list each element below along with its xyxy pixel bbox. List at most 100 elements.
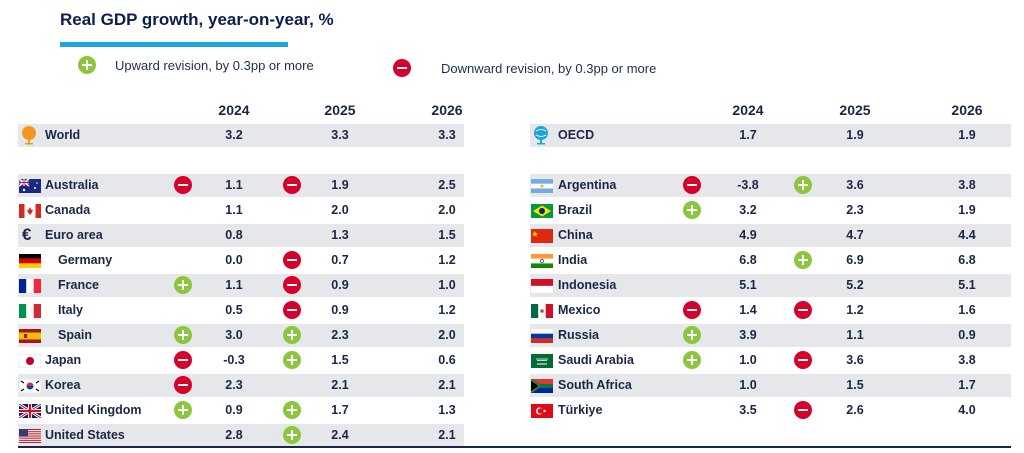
- flag-china-icon: [531, 229, 553, 243]
- upward-revision-2024-icon: [683, 351, 701, 369]
- downward-revision-2025-icon: [283, 301, 301, 319]
- value-2024: 1.1: [225, 278, 243, 292]
- value-2025: 2.3: [846, 203, 864, 217]
- country-name: Türkiye: [558, 403, 603, 417]
- value-2026: 1.3: [438, 403, 456, 417]
- country-name: Mexico: [558, 303, 601, 317]
- value-2026: 6.8: [958, 253, 976, 267]
- flag-russia-icon: [531, 329, 553, 343]
- flag-t-rkiye-icon: [531, 404, 553, 418]
- value-2024: -3.8: [737, 178, 759, 192]
- flag-australia-icon: [19, 179, 41, 193]
- value-2024: 1.7: [739, 128, 757, 142]
- country-name: Canada: [45, 203, 91, 217]
- value-2026: 3.8: [958, 353, 976, 367]
- flag-south-africa-icon: [531, 379, 553, 393]
- downward-revision-2025-icon: [283, 251, 301, 269]
- value-2026: 1.9: [958, 203, 976, 217]
- euro-icon: €: [22, 225, 32, 244]
- table-row-spain: Spain 3.0 2.3 2.0: [18, 324, 464, 347]
- flag-argentina-icon: [531, 179, 553, 193]
- country-name: Australia: [45, 178, 99, 192]
- table-row-brazil: Brazil 3.2 2.3 1.9: [530, 199, 1011, 222]
- flag-italy-icon: [19, 304, 41, 318]
- value-2024: 3.2: [225, 128, 243, 142]
- value-2024: 2.8: [225, 428, 243, 442]
- table-row-australia: Australia 1.1 1.9 2.5: [18, 174, 464, 197]
- table-row-oecd: OECD 1.7 1.9 1.9: [530, 124, 1011, 147]
- value-2024: -0.3: [223, 353, 245, 367]
- country-name: Japan: [45, 353, 82, 367]
- value-2026: 3.3: [438, 128, 456, 142]
- value-2025: 3.6: [846, 178, 864, 192]
- value-2026: 1.2: [438, 253, 456, 267]
- flag-united-states-icon: [19, 429, 41, 443]
- country-name: India: [558, 253, 588, 267]
- legend-upward: Upward revision, by 0.3pp or more: [78, 56, 314, 74]
- value-2024: 3.2: [739, 203, 757, 217]
- year-header-right-2024: 2024: [732, 102, 764, 118]
- flag-spain-icon: [19, 329, 41, 343]
- value-2025: 1.9: [846, 128, 864, 142]
- upward-revision-2024-icon: [683, 326, 701, 344]
- flag-germany-icon: [19, 254, 41, 268]
- table-row-argentina: Argentina -3.8 3.6 3.8: [530, 174, 1011, 197]
- table-row-euro-area: € Euro area 0.8 1.3 1.5: [18, 224, 464, 247]
- value-2025: 1.2: [846, 303, 864, 317]
- country-name: South Africa: [558, 378, 632, 392]
- flag-japan-icon: [19, 354, 41, 368]
- world-person-icon: [20, 125, 38, 149]
- value-2025: 1.7: [331, 403, 349, 417]
- legend-downward: Downward revision, by 0.3pp or more: [393, 59, 656, 77]
- table-row-japan: Japan -0.3 1.5 0.6: [18, 349, 464, 372]
- value-2025: 1.3: [331, 228, 349, 242]
- downward-revision-2024-icon: [174, 351, 192, 369]
- country-name: World: [45, 128, 81, 142]
- value-2025: 0.9: [331, 303, 349, 317]
- upward-revision-2025-icon: [794, 251, 812, 269]
- table-row-russia: Russia 3.9 1.1 0.9: [530, 324, 1011, 347]
- upward-revision-2024-icon: [683, 201, 701, 219]
- country-name: OECD: [558, 128, 595, 142]
- legend-upward-label: Upward revision, by 0.3pp or more: [115, 57, 314, 73]
- value-2026: 2.5: [438, 178, 456, 192]
- value-2024: 6.8: [739, 253, 757, 267]
- value-2026: 4.4: [958, 228, 976, 242]
- flag-mexico-icon: [531, 304, 553, 318]
- table-row-united-states: United States 2.8 2.4 2.1: [18, 424, 464, 447]
- table-row-south-africa: South Africa 1.0 1.5 1.7: [530, 374, 1011, 397]
- value-2025: 2.1: [331, 378, 349, 392]
- value-2026: 0.9: [958, 328, 976, 342]
- chart-title: Real GDP growth, year-on-year, %: [60, 10, 334, 29]
- value-2026: 5.1: [958, 278, 976, 292]
- value-2024: 1.0: [739, 378, 757, 392]
- country-name: United Kingdom: [45, 403, 142, 417]
- value-2025: 2.0: [331, 203, 349, 217]
- downward-revision-2025-icon: [283, 176, 301, 194]
- year-header-left-2025: 2025: [324, 102, 356, 118]
- value-2025: 6.9: [846, 253, 864, 267]
- table-row-germany: Germany 0.0 0.7 1.2: [18, 249, 464, 272]
- value-2026: 1.6: [958, 303, 976, 317]
- flag-france-icon: [19, 279, 41, 293]
- value-2024: 2.3: [225, 378, 243, 392]
- country-name: Saudi Arabia: [558, 353, 634, 367]
- flag-canada-icon: [19, 204, 41, 218]
- upward-revision-2025-icon: [283, 401, 301, 419]
- flag-united-kingdom-icon: [19, 404, 41, 418]
- globe-icon: [532, 125, 550, 149]
- upward-revision-2025-icon: [283, 326, 301, 344]
- value-2026: 1.9: [958, 128, 976, 142]
- value-2026: 2.0: [438, 328, 456, 342]
- flag-korea-icon: [19, 379, 41, 393]
- value-2026: 0.6: [438, 353, 456, 367]
- downward-revision-2025-icon: [794, 401, 812, 419]
- table-row-world: World 3.2 3.3 3.3: [18, 124, 464, 147]
- year-header-left-2026: 2026: [431, 102, 463, 118]
- value-2025: 4.7: [846, 228, 864, 242]
- downward-revision-2025-icon: [794, 301, 812, 319]
- table-row-france: France 1.1 0.9 1.0: [18, 274, 464, 297]
- value-2025: 1.5: [331, 353, 349, 367]
- value-2024: 4.9: [739, 228, 757, 242]
- value-2025: 5.2: [846, 278, 864, 292]
